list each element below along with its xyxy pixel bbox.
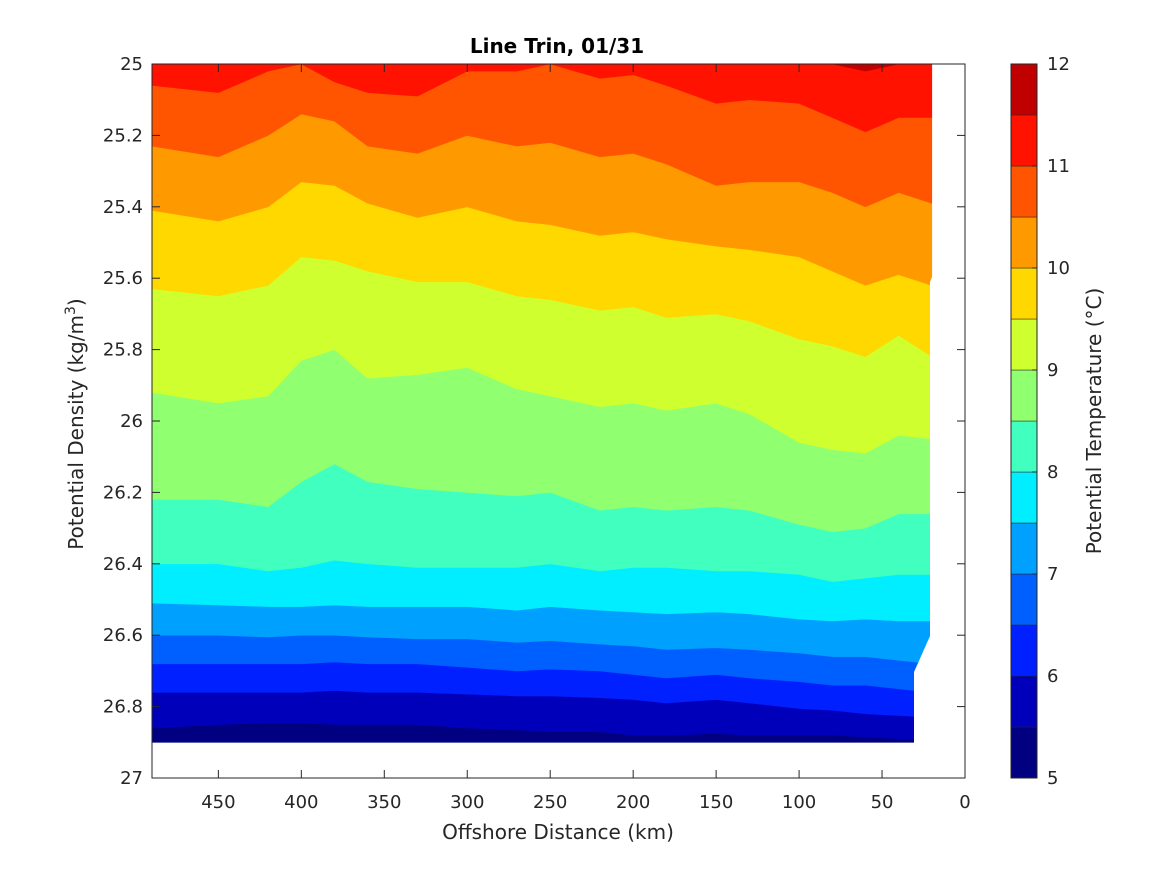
- colorbar-tick-label: 11: [1047, 156, 1070, 177]
- coastline-mask: [914, 64, 965, 778]
- x-tick-label: 50: [871, 792, 894, 813]
- x-axis-ticks: 450 400 350 300 250 200 150 100 50 0: [201, 64, 971, 813]
- colorbar-swatch: [1010, 726, 1038, 779]
- colorbar-ticks: 5 6 7 8 9 10 11 12: [1032, 54, 1070, 789]
- y-tick-label: 25.2: [103, 125, 143, 146]
- colorbar-label: Potential Temperature (°C): [1082, 288, 1106, 555]
- x-axis-label: Offshore Distance (km): [442, 820, 674, 844]
- y-axis-label-suffix: ): [64, 298, 88, 306]
- y-tick-label: 25.6: [103, 268, 143, 289]
- x-tick-label: 250: [533, 792, 567, 813]
- chart-title: Line Trin, 01/31: [470, 34, 644, 58]
- colorbar-tick-label: 8: [1047, 462, 1058, 483]
- colorbar-swatch: [1010, 471, 1038, 524]
- colorbar-tick-label: 7: [1047, 564, 1058, 585]
- y-tick-label: 25.4: [103, 197, 143, 218]
- y-tick-label: 26.6: [103, 625, 143, 646]
- x-tick-label: 150: [699, 792, 733, 813]
- colorbar-swatches: [1010, 63, 1038, 779]
- x-tick-label: 300: [450, 792, 484, 813]
- y-tick-label: 26: [120, 411, 143, 432]
- colorbar: 5 6 7 8 9 10 11 12: [1010, 54, 1070, 789]
- y-tick-label: 25: [120, 54, 143, 75]
- colorbar-swatch: [1010, 522, 1038, 575]
- x-tick-label: 200: [616, 792, 650, 813]
- x-tick-label: 400: [284, 792, 318, 813]
- x-tick-label: 100: [782, 792, 816, 813]
- x-tick-label: 0: [959, 792, 970, 813]
- y-axis-label-main: Potential Density (kg/m: [64, 315, 88, 550]
- colorbar-tick-label: 10: [1047, 258, 1070, 279]
- colorbar-swatch: [1010, 216, 1038, 269]
- colorbar-tick-label: 5: [1047, 768, 1058, 789]
- y-tick-label: 26.8: [103, 697, 143, 718]
- colorbar-tick-label: 6: [1047, 666, 1058, 687]
- x-tick-label: 350: [367, 792, 401, 813]
- y-tick-label: 27: [120, 768, 143, 789]
- colorbar-swatch: [1010, 267, 1038, 320]
- colorbar-tick-label: 9: [1047, 360, 1058, 381]
- colorbar-swatch: [1010, 675, 1038, 728]
- colorbar-swatch: [1010, 318, 1038, 371]
- y-tick-label: 25.8: [103, 340, 143, 361]
- y-axis-label-superscript: 3: [63, 306, 79, 315]
- colorbar-box: [1010, 63, 1038, 779]
- colorbar-swatch: [1010, 369, 1038, 422]
- y-axis-label: Potential Density (kg/m3): [63, 298, 88, 549]
- y-tick-label: 26.2: [103, 482, 143, 503]
- colorbar-swatch: [1010, 114, 1038, 167]
- colorbar-swatch: [1010, 624, 1038, 677]
- colorbar-swatch: [1010, 63, 1038, 116]
- y-axis-ticks: 25 25.2 25.4 25.6 25.8 26 26.2 26.4 26.6 26.8 27: [103, 54, 965, 789]
- contour-fills: [151, 63, 933, 743]
- y-tick-label: 26.4: [103, 554, 143, 575]
- plot-area: [151, 63, 966, 779]
- colorbar-swatch: [1010, 420, 1038, 473]
- colorbar-tick-label: 12: [1047, 54, 1070, 75]
- colorbar-swatch: [1010, 573, 1038, 626]
- colorbar-swatch: [1010, 165, 1038, 218]
- x-tick-label: 450: [201, 792, 235, 813]
